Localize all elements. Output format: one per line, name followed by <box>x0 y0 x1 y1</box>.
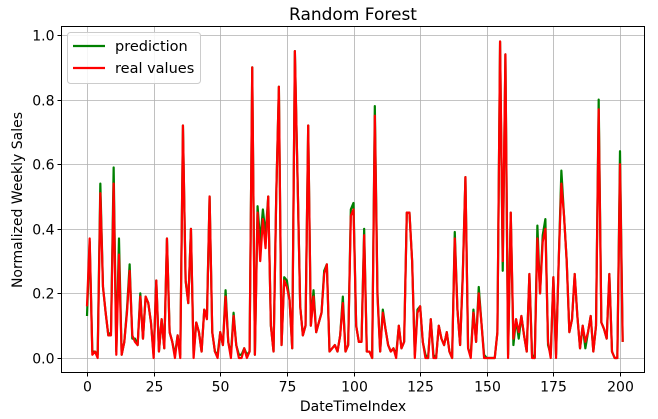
y-tick-label: 0.8 <box>32 94 54 110</box>
x-tick-label: 175 <box>540 380 567 396</box>
x-tick-label: 25 <box>146 380 164 396</box>
x-tick-label: 75 <box>279 380 297 396</box>
plot-area-frame <box>61 26 645 373</box>
legend: prediction real values <box>67 32 201 84</box>
x-tick-label: 200 <box>607 380 634 396</box>
x-tick-label: 125 <box>407 380 434 396</box>
series-real-values-line <box>85 40 624 360</box>
x-tick-label: 50 <box>212 380 230 396</box>
legend-prediction-label: prediction <box>115 39 188 55</box>
y-tick-label: 0.0 <box>32 352 54 368</box>
x-tick-label: 0 <box>83 380 92 396</box>
x-tick-label: 100 <box>341 380 368 396</box>
y-tick-label: 0.4 <box>32 223 54 239</box>
y-tick-label: 1.0 <box>32 29 54 45</box>
series-layer <box>85 40 624 360</box>
x-axis-ticks: 0 25 50 75 100 125 150 175 200 <box>83 372 634 396</box>
y-axis-ticks: 0.0 0.2 0.4 0.6 0.8 1.0 <box>32 29 62 368</box>
grid-lines <box>61 26 645 373</box>
chart-title: Random Forest <box>289 5 417 25</box>
y-tick-label: 0.2 <box>32 287 54 303</box>
legend-real-values-label: real values <box>115 61 194 77</box>
x-tick-label: 150 <box>474 380 501 396</box>
x-axis-label: DateTimeIndex <box>300 399 406 415</box>
y-tick-label: 0.6 <box>32 158 54 174</box>
y-axis-label: Normalized Weekly Sales <box>10 112 26 288</box>
